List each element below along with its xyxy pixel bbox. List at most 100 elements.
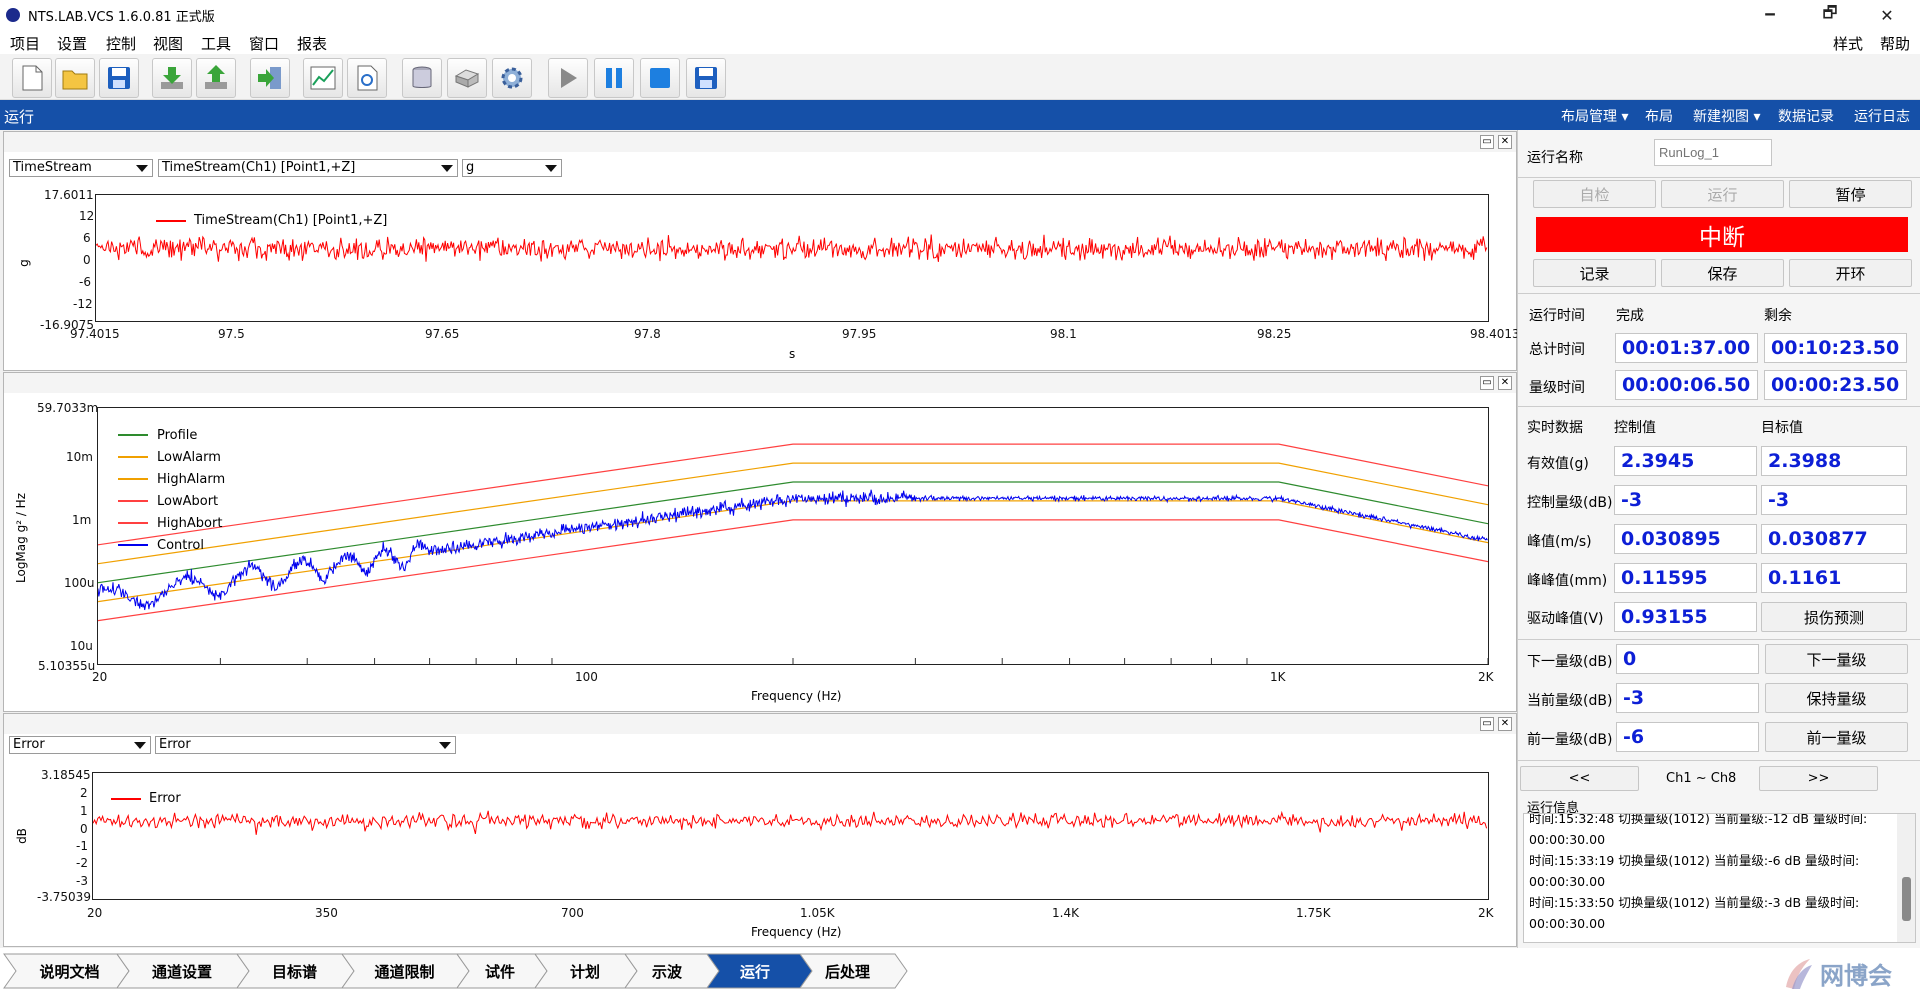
database-icon[interactable] xyxy=(402,58,442,98)
run-name-label: 运行名称 xyxy=(1527,150,1583,166)
watermark-logo: 网博会 xyxy=(1780,956,1892,991)
data-record-menu[interactable]: 数据记录 xyxy=(1778,109,1834,125)
error-view-select[interactable]: Error xyxy=(9,736,151,754)
settings-doc-icon[interactable] xyxy=(347,58,387,98)
record-button[interactable]: 记录 xyxy=(1533,259,1656,287)
x-axis-label: Frequency (Hz) xyxy=(751,925,842,939)
hold-level-button[interactable]: 保持量级 xyxy=(1765,683,1908,713)
pause-icon[interactable] xyxy=(594,58,634,98)
layout-manager-menu[interactable]: 布局管理 ▾ xyxy=(1561,109,1629,125)
menu-project[interactable]: 项目 xyxy=(10,35,41,53)
x-tick: 2K xyxy=(1478,906,1494,920)
new-file-icon[interactable] xyxy=(12,58,52,98)
menu-settings[interactable]: 设置 xyxy=(57,35,88,53)
restore-panel-icon[interactable]: ▭ xyxy=(1480,376,1494,390)
run-log-box[interactable]: 时间:15:32:48 切换量级(1012) 当前量级:-12 dB 量级时间:… xyxy=(1523,813,1916,943)
damage-predict-button[interactable]: 损伤预测 xyxy=(1761,602,1907,632)
close-panel-icon[interactable]: ✕ xyxy=(1498,717,1512,731)
log-scrollbar-thumb[interactable] xyxy=(1902,877,1911,921)
gear-icon[interactable] xyxy=(492,58,532,98)
tab-target-spectrum[interactable]: 目标谱 xyxy=(271,962,317,981)
unit-select[interactable]: g xyxy=(462,159,562,177)
close-button[interactable]: ✕ xyxy=(1880,5,1894,25)
save-button[interactable]: 保存 xyxy=(1661,259,1784,287)
open-folder-icon[interactable] xyxy=(55,58,95,98)
log-scrollbar[interactable] xyxy=(1897,814,1915,942)
tab-channel-limits[interactable]: 通道限制 xyxy=(374,962,435,981)
maximize-button[interactable]: 🗗 xyxy=(1822,2,1838,22)
upload-icon[interactable] xyxy=(196,58,236,98)
y-tick: -3 xyxy=(76,874,88,888)
menu-control[interactable]: 控制 xyxy=(106,35,137,53)
x-tick: 1.75K xyxy=(1296,906,1331,920)
menu-tools[interactable]: 工具 xyxy=(201,35,232,53)
y-axis-label: g xyxy=(16,259,31,267)
timestream-plot[interactable]: TimeStream(Ch1) [Point1,+Z] xyxy=(95,194,1489,322)
save-run-icon[interactable] xyxy=(686,58,726,98)
peak-control-value: 0.030895 xyxy=(1614,524,1757,554)
stop-icon[interactable] xyxy=(640,58,680,98)
menu-window[interactable]: 窗口 xyxy=(249,35,280,53)
open-loop-button[interactable]: 开环 xyxy=(1789,259,1912,287)
minimize-button[interactable]: 🗕 xyxy=(1764,2,1776,22)
y-tick: -16.9075 xyxy=(40,318,94,332)
log-line: 00:00:30.00 xyxy=(1529,874,1606,889)
device-icon[interactable] xyxy=(447,58,487,98)
next-channels-button[interactable]: >> xyxy=(1759,766,1878,791)
tab-specimen[interactable]: 试件 xyxy=(484,962,515,981)
view-type-select[interactable]: TimeStream xyxy=(9,159,153,177)
next-level-value: 0 xyxy=(1616,644,1759,674)
tab-documentation[interactable]: 说明文档 xyxy=(39,962,100,981)
menu-view[interactable]: 视图 xyxy=(153,35,184,53)
previous-level-button[interactable]: 前一量级 xyxy=(1765,722,1908,752)
tab-schedule[interactable]: 计划 xyxy=(569,962,600,981)
level-time-remain: 00:00:23.50 xyxy=(1764,370,1907,400)
channel-select[interactable]: TimeStream(Ch1) [Point1,+Z] xyxy=(158,159,458,177)
run-name-input[interactable] xyxy=(1654,139,1772,166)
error-plot[interactable]: Error xyxy=(92,772,1489,900)
layout-menu[interactable]: 布局 xyxy=(1645,109,1673,125)
x-tick: 1.05K xyxy=(800,906,835,920)
menu-style[interactable]: 样式 xyxy=(1833,35,1864,53)
run-button[interactable]: 运行 xyxy=(1661,180,1784,208)
next-level-label: 下一量级(dB) xyxy=(1527,654,1613,670)
tab-oscilloscope[interactable]: 示波 xyxy=(651,962,682,981)
menu-bar: 项目 设置 控制 视图 工具 窗口 报表 样式 帮助 xyxy=(0,30,1920,54)
log-line: 00:00:30.00 xyxy=(1529,916,1606,931)
tab-channel-settings[interactable]: 通道设置 xyxy=(151,962,212,981)
x-tick: 98.4013 xyxy=(1470,327,1520,341)
menu-help[interactable]: 帮助 xyxy=(1880,35,1911,53)
export-icon[interactable] xyxy=(250,58,290,98)
y-tick: 10u xyxy=(70,639,93,653)
restore-panel-icon[interactable]: ▭ xyxy=(1480,717,1494,731)
x-tick: 350 xyxy=(315,906,338,920)
run-log-menu[interactable]: 运行日志 xyxy=(1854,109,1910,125)
new-view-menu[interactable]: 新建视图 ▾ xyxy=(1693,109,1761,125)
error-channel-select[interactable]: Error xyxy=(155,736,456,754)
selfcheck-button[interactable]: 自检 xyxy=(1533,180,1656,208)
restore-panel-icon[interactable]: ▭ xyxy=(1480,135,1494,149)
spectrum-plot[interactable]: Profile LowAlarm HighAlarm LowAbort High… xyxy=(97,407,1489,665)
y-tick: 17.6011 xyxy=(44,188,94,202)
prev-channels-button[interactable]: << xyxy=(1520,766,1639,791)
pause-button[interactable]: 暂停 xyxy=(1789,180,1912,208)
peak-label: 峰值(m/s) xyxy=(1527,534,1592,550)
tab-run[interactable]: 运行 xyxy=(739,962,770,981)
x-tick: 98.25 xyxy=(1257,327,1292,341)
tab-post-processing[interactable]: 后处理 xyxy=(824,962,870,981)
close-panel-icon[interactable]: ✕ xyxy=(1498,135,1512,149)
download-icon[interactable] xyxy=(152,58,192,98)
menu-report[interactable]: 报表 xyxy=(297,35,328,53)
x-tick: 700 xyxy=(561,906,584,920)
legend-profile: Profile xyxy=(118,424,225,446)
divider xyxy=(1518,293,1920,294)
next-level-button[interactable]: 下一量级 xyxy=(1765,644,1908,674)
close-panel-icon[interactable]: ✕ xyxy=(1498,376,1512,390)
chart-icon[interactable] xyxy=(303,58,343,98)
save-icon[interactable] xyxy=(99,58,139,98)
level-time-label: 量级时间 xyxy=(1529,380,1585,396)
spectrum-legend: Profile LowAlarm HighAlarm LowAbort High… xyxy=(118,424,225,556)
timestream-series xyxy=(95,234,1488,262)
play-icon[interactable] xyxy=(548,58,588,98)
y-tick: -6 xyxy=(79,275,91,289)
